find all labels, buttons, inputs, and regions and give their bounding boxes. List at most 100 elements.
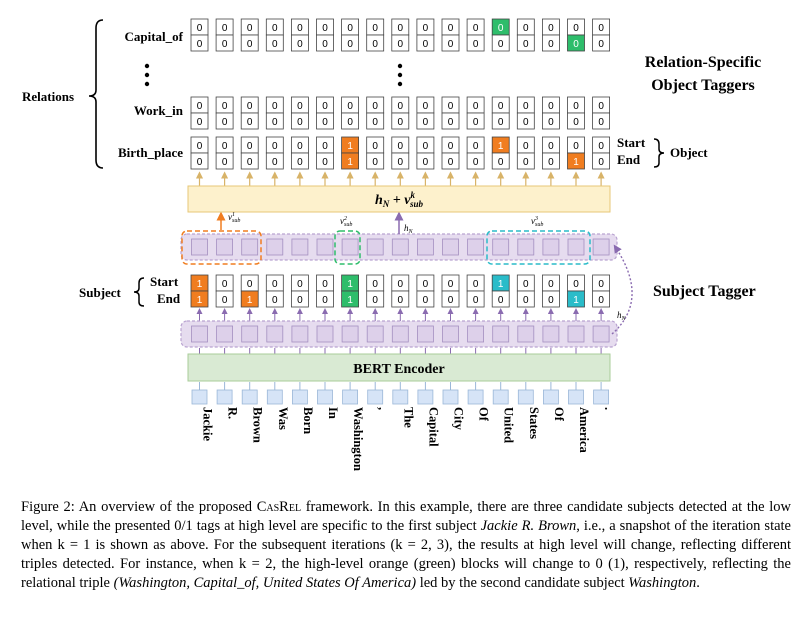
subject-start-label: Start [150, 274, 179, 289]
object-tag-cell: 0 [265, 112, 284, 130]
svg-text:0: 0 [322, 39, 328, 50]
object-tag-cell: 0 [341, 96, 360, 114]
hidden-state-cell [216, 325, 234, 343]
svg-text:0: 0 [372, 295, 378, 306]
svg-text:0: 0 [398, 295, 404, 306]
svg-text:0: 0 [473, 295, 479, 306]
subject-tag-cell: 0 [441, 290, 460, 308]
svg-text:0: 0 [523, 39, 529, 50]
svg-text:0: 0 [423, 101, 429, 112]
token-box [543, 389, 559, 405]
svg-text:0: 0 [523, 101, 529, 112]
hidden-state-cell [266, 238, 284, 256]
svg-text:0: 0 [372, 279, 378, 290]
svg-text:0: 0 [247, 101, 253, 112]
subject-tag-cell: 1 [567, 290, 585, 308]
svg-text:0: 0 [347, 101, 353, 112]
subject-tag-cell: 0 [516, 274, 535, 292]
object-tag-cell: 0 [592, 136, 610, 154]
svg-text:0: 0 [272, 141, 278, 152]
object-tag-cell: 0 [592, 96, 610, 114]
svg-text:0: 0 [398, 23, 404, 34]
svg-text:1: 1 [347, 279, 353, 290]
svg-text:0: 0 [247, 39, 253, 50]
svg-text:0: 0 [448, 157, 454, 168]
vsub3-label: v3 sub [531, 216, 543, 228]
svg-text:0: 0 [222, 117, 228, 128]
object-tag-cell: 0 [542, 96, 560, 114]
caption-part-1: Figure 2: An overview of the proposed [21, 499, 257, 515]
subject-tag-cell: 1 [190, 290, 209, 308]
svg-text:0: 0 [573, 101, 579, 112]
object-tag-cell: 0 [516, 152, 535, 170]
subject-tag-cell: 0 [441, 274, 460, 292]
svg-text:0: 0 [573, 39, 579, 50]
object-tag-cell: 0 [215, 136, 234, 154]
svg-text:0: 0 [573, 141, 579, 152]
hidden-state-cell [567, 238, 585, 256]
token-label: City [452, 407, 466, 431]
subject-tag-cell: 0 [316, 290, 334, 308]
svg-text:0: 0 [423, 117, 429, 128]
object-tag-cell: 0 [516, 112, 535, 130]
svg-text:0: 0 [448, 141, 454, 152]
svg-text:0: 0 [247, 279, 253, 290]
subject-tag-cell: 1 [190, 274, 209, 292]
svg-text:0: 0 [423, 279, 429, 290]
token-label: United [502, 407, 516, 443]
svg-text:0: 0 [598, 101, 604, 112]
object-tag-cell: 0 [441, 18, 460, 36]
object-tag-cell: 0 [366, 18, 385, 36]
object-tag-cell: 0 [190, 152, 209, 170]
subject-tag-cell: 0 [366, 274, 385, 292]
token-box [191, 389, 208, 405]
object-tag-cell: 0 [592, 18, 610, 36]
object-tag-cell: 0 [491, 18, 510, 36]
svg-text:0: 0 [598, 117, 604, 128]
object-tag-cell: 0 [391, 136, 410, 154]
token-label: R. [226, 407, 240, 419]
object-tag-cell: 0 [215, 112, 234, 130]
relation-label-work-in: Work_in [134, 103, 184, 118]
svg-text:0: 0 [523, 157, 529, 168]
svg-text:0: 0 [598, 39, 604, 50]
svg-text:0: 0 [473, 157, 479, 168]
object-start-label: Start [617, 135, 646, 150]
svg-text:0: 0 [272, 101, 278, 112]
object-tag-cell: 0 [366, 112, 385, 130]
hn-arrow-curved [611, 244, 633, 335]
svg-text:0: 0 [272, 39, 278, 50]
object-tag-cell: 0 [592, 152, 610, 170]
token-box [266, 389, 283, 405]
svg-text:0: 0 [398, 157, 404, 168]
token-box [291, 389, 308, 405]
subject-tag-cell: 0 [416, 274, 435, 292]
object-tag-cell: 1 [567, 152, 585, 170]
object-tag-cell: 0 [567, 136, 585, 154]
object-tag-cell: 0 [516, 96, 535, 114]
token-box [367, 389, 384, 405]
object-tag-cell: 0 [215, 96, 234, 114]
svg-text:0: 0 [598, 295, 604, 306]
object-tag-cell: 0 [416, 112, 435, 130]
svg-text:0: 0 [598, 23, 604, 34]
hidden-state-cell [567, 325, 585, 343]
subject-tag-cell: 0 [592, 274, 610, 292]
hn-label-right: hN [617, 310, 627, 322]
object-tag-cell: 0 [466, 96, 485, 114]
svg-text:0: 0 [523, 279, 529, 290]
subject-tag-cell: 0 [466, 274, 485, 292]
hidden-state-cell [416, 325, 434, 343]
hidden-state-cell [316, 325, 334, 343]
object-tag-cell: 0 [265, 136, 284, 154]
subject-tag-cell: 0 [215, 274, 234, 292]
token-label: America [577, 407, 591, 454]
vsub3-span [486, 230, 591, 265]
subject-tag-cell: 1 [341, 290, 360, 308]
svg-text:0: 0 [423, 39, 429, 50]
token-box [593, 389, 609, 405]
svg-text:0: 0 [372, 39, 378, 50]
subject-tag-cell: 0 [316, 274, 334, 292]
svg-text:0: 0 [347, 117, 353, 128]
object-tag-cell: 0 [341, 112, 360, 130]
